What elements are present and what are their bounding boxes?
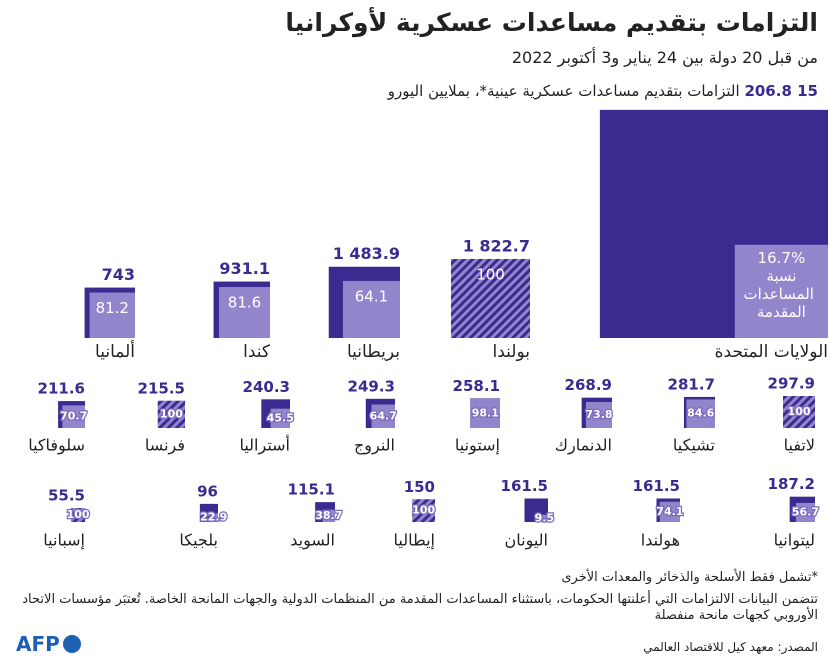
share-label: 45.5	[267, 411, 294, 424]
share-label: 22.9	[200, 511, 227, 524]
share-label: 38.7	[315, 509, 342, 522]
value-label: 187.2	[768, 475, 815, 493]
logo-text: AFP	[16, 632, 60, 656]
category-label: تشيكيا	[673, 436, 715, 455]
delivered-square	[322, 509, 335, 522]
category-label: كندا	[243, 342, 271, 362]
delivered-square	[412, 499, 435, 522]
value-label: 215.5	[138, 379, 185, 397]
share-label: 73.8	[585, 408, 612, 421]
share-label: 100	[412, 504, 435, 517]
delivered-square	[342, 280, 400, 338]
logo-dot	[62, 635, 81, 653]
note: *تشمل فقط الأسلحة والذخائر والمعدات الأخ…	[561, 570, 818, 585]
value-label: 211.6	[38, 380, 85, 398]
category-label: أستراليا	[239, 435, 290, 456]
category-label: هولندا	[641, 531, 680, 551]
delivered-square	[451, 259, 530, 338]
category-label: ألمانيا	[95, 340, 135, 362]
category-label: سلوفاكيا	[28, 436, 85, 456]
share-label: 100	[160, 407, 183, 420]
notes: *تشمل فقط الأسلحة والذخائر والمعدات الأخ…	[8, 570, 818, 630]
value-label: 743	[102, 265, 135, 284]
delivered-square	[270, 408, 290, 428]
share-label: 64.7	[370, 409, 397, 422]
value-label: 240.3	[243, 378, 290, 396]
share-label: 81.6	[228, 294, 261, 312]
chart-title: التزامات بتقديم مساعدات عسكرية لأوكرانيا	[285, 8, 818, 37]
category-label: النروج	[354, 436, 395, 456]
value-label: 268.9	[565, 376, 612, 394]
share-name: نسبة المساعدات المقدمة	[743, 266, 814, 321]
category-label: إسبانيا	[43, 531, 85, 550]
value-label: 161.5	[501, 477, 548, 495]
category-label: بلجيكا	[179, 531, 218, 550]
delivered-square	[219, 287, 270, 338]
share-label: 98.1	[472, 406, 499, 419]
note: تتضمن البيانات الالتزامات التي أعلنتها ا…	[22, 592, 818, 623]
value-label: 258.1	[453, 377, 500, 395]
value-label: 249.3	[348, 377, 395, 395]
legend-label: التزامات بتقديم مساعدات عسكرية عينية*، ب…	[387, 82, 740, 100]
category-label: لاتفيا	[784, 436, 815, 455]
source: المصدر: معهد كيل للاقتصاد العالمي	[643, 640, 818, 654]
value-label: 150	[404, 478, 435, 496]
delivered-square	[659, 501, 680, 522]
category-label: اليونان	[505, 531, 549, 551]
share-label: 56.7	[792, 505, 819, 518]
share-label: 81.2	[96, 299, 129, 317]
category-label: إستونيا	[455, 436, 500, 456]
value-label: 281.7	[668, 375, 715, 393]
legend: 15 206.8 التزامات بتقديم مساعدات عسكرية …	[388, 82, 818, 100]
share-label: 16.7%	[757, 248, 806, 267]
value-label: 297.9	[768, 375, 815, 393]
share-label: 9.5	[535, 511, 555, 524]
value-label: 161.5	[633, 477, 680, 495]
delivered-square	[540, 514, 548, 522]
delivered-square	[686, 399, 715, 428]
delivered-square	[734, 244, 828, 338]
value-label: 1 483.9	[333, 244, 400, 263]
share-label: 100	[476, 266, 505, 284]
value-label: 1 822.7	[463, 237, 530, 256]
delivered-square	[585, 401, 612, 428]
value-label: 931.1	[219, 259, 270, 278]
category-label: فرنسا	[145, 436, 185, 456]
delivered-square	[371, 404, 395, 428]
share-label: 100	[67, 508, 90, 521]
delivered-square	[783, 396, 815, 428]
category-label: بولندا	[493, 342, 530, 362]
delivered-square	[89, 292, 135, 338]
chart-subtitle: من قبل 20 دولة بين 24 يناير و3 أكتوبر 20…	[511, 48, 818, 67]
value-label: 55.5	[48, 487, 85, 505]
category-label: الدنمارك	[555, 436, 612, 456]
logo: AFP	[16, 632, 81, 656]
share-label: 74.1	[656, 505, 683, 518]
category-label: السويد	[290, 531, 335, 551]
delivered-square	[71, 508, 85, 522]
share-label: 100	[788, 405, 811, 418]
value-label: 96	[197, 482, 218, 500]
share-label: 70.7	[60, 410, 87, 423]
delivered-square	[795, 502, 815, 522]
delivered-square	[470, 398, 500, 428]
share-box: 16.7% نسبة المساعدات المقدمة	[735, 249, 828, 321]
category-label: الولايات المتحدة	[715, 342, 828, 362]
delivered-square	[157, 400, 185, 428]
legend-total: 15 206.8	[744, 82, 818, 100]
category-label: ليتوانيا	[774, 531, 815, 551]
delivered-square	[209, 513, 218, 522]
category-label: بريطانيا	[347, 342, 400, 362]
share-label: 84.6	[687, 407, 714, 420]
value-label: 115.1	[288, 481, 335, 499]
share-label: 64.1	[355, 287, 388, 305]
delivered-square	[62, 405, 85, 428]
category-label: إيطاليا	[394, 531, 435, 550]
